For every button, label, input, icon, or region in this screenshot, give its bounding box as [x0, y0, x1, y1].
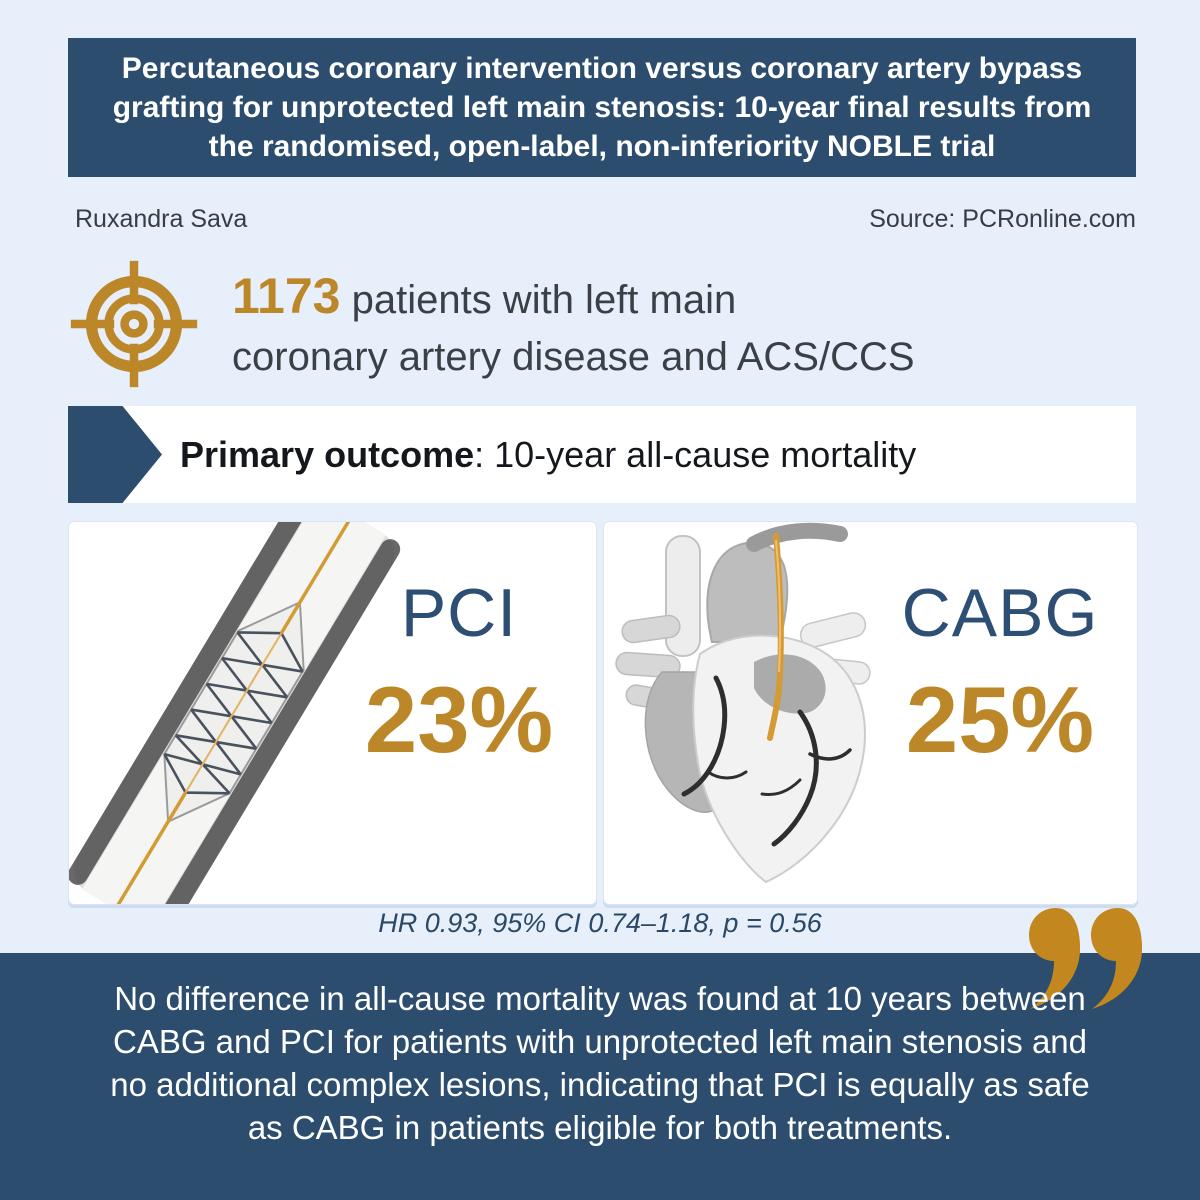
stent-illustration	[69, 522, 429, 904]
outcome-label: Primary outcome	[180, 433, 475, 475]
pci-card: PCI 23%	[68, 521, 597, 905]
outcome-banner: Primary outcome: 10-year all-cause morta…	[68, 406, 1136, 503]
population-desc-1: patients with left main	[340, 278, 737, 322]
page-title: Percutaneous coronary intervention versu…	[113, 49, 1092, 166]
cabg-result: CABG 25%	[885, 574, 1115, 774]
pci-value: 23%	[364, 667, 554, 772]
cabg-card: CABG 25%	[603, 521, 1138, 905]
quote-text: No difference in all-cause mortality was…	[110, 980, 1090, 1146]
closing-quote-icon	[1026, 906, 1148, 1015]
header-band: Percutaneous coronary intervention versu…	[68, 38, 1136, 177]
population-desc-2: coronary artery disease and ACS/CCS	[232, 335, 915, 379]
stats-line: HR 0.93, 95% CI 0.74–1.18, p = 0.56	[378, 908, 822, 938]
pci-result: PCI 23%	[344, 574, 574, 774]
cabg-label: CABG	[901, 575, 1099, 651]
pci-label: PCI	[400, 575, 518, 651]
page-title-line1: Percutaneous coronary intervention versu…	[121, 52, 1083, 85]
patient-count: 1173	[232, 268, 341, 324]
quote-band: No difference in all-cause mortality was…	[0, 953, 1200, 1200]
arrow-right-icon	[68, 406, 162, 503]
population-line1: 1173 patients with left main	[232, 268, 1132, 329]
population-statement: 1173 patients with left main coronary ar…	[232, 268, 1132, 386]
outcome-value: : 10-year all-cause mortality	[474, 433, 917, 475]
heart-illustration	[604, 522, 934, 904]
author-byline: Ruxandra Sava	[75, 205, 248, 233]
target-icon	[68, 258, 200, 390]
cabg-value: 25%	[905, 667, 1095, 772]
outcome-text: Primary outcome: 10-year all-cause morta…	[180, 406, 916, 503]
source-credit: Source: PCRonline.com	[869, 205, 1136, 233]
page-title-line2: grafting for unprotected left main steno…	[112, 91, 1092, 124]
page-title-line3: the randomised, open-label, non-inferior…	[208, 130, 996, 163]
